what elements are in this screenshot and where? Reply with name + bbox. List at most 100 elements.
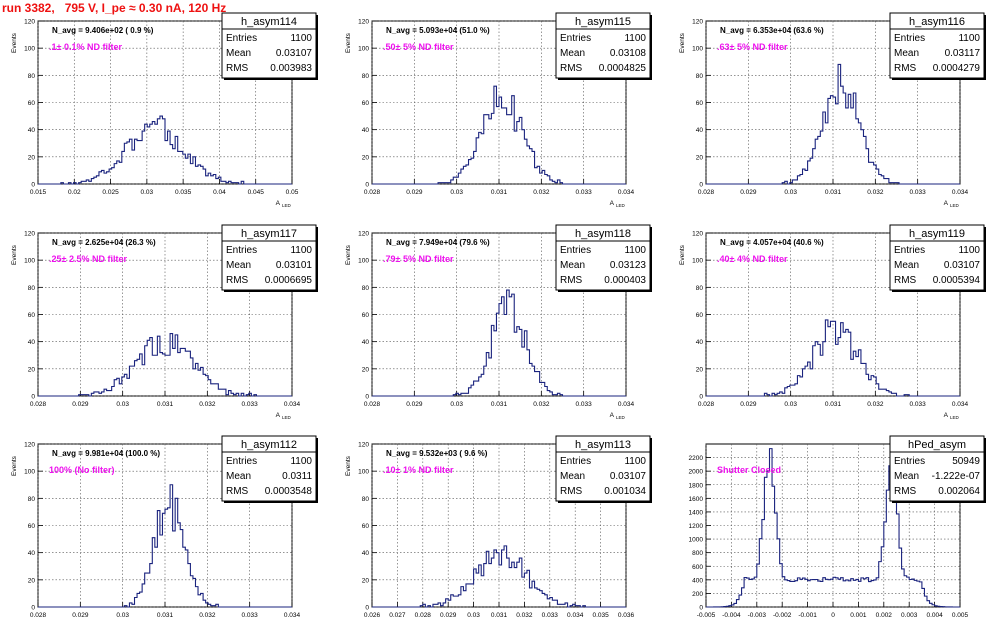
stats-value: 1100 xyxy=(290,456,312,467)
stats-box-name: hPed_asym xyxy=(908,439,966,451)
y-tick-label: 60 xyxy=(362,523,370,530)
x-axis-sublabel: LED xyxy=(282,415,292,420)
y-tick-label: 0 xyxy=(699,394,703,401)
y-tick-label: 60 xyxy=(362,100,370,107)
x-tick-label: 0.034 xyxy=(284,612,301,619)
stats-box-name: h_asym116 xyxy=(909,16,965,28)
x-axis-label: A xyxy=(610,200,615,207)
stats-label: RMS xyxy=(226,63,249,74)
x-axis-label: A xyxy=(276,412,281,419)
y-tick-label: 40 xyxy=(362,550,370,557)
x-tick-label: 0.03 xyxy=(450,401,463,408)
x-tick-label: 0.028 xyxy=(698,401,715,408)
histogram-series xyxy=(706,319,960,397)
stats-value: 0.0005394 xyxy=(933,275,981,286)
x-tick-label: 0.029 xyxy=(740,189,757,196)
y-tick-label: 120 xyxy=(358,19,369,26)
stats-label: RMS xyxy=(226,486,249,497)
x-tick-label: 0.029 xyxy=(72,401,89,408)
x-tick-label: 0.035 xyxy=(592,612,609,619)
stats-box: h_asym119 Entries 1100 Mean 0.03107 RMS 0.0005… xyxy=(889,224,986,292)
x-tick-label: 0.029 xyxy=(406,189,423,196)
y-tick-label: 600 xyxy=(692,564,703,571)
stats-box-frame xyxy=(221,435,317,502)
panel-h_asym112: 0.028 0.029 0.03 0.031 0.032 0.033 0.034 0 20 40 6… xyxy=(11,435,318,619)
y-tick-label: 80 xyxy=(28,496,36,503)
stats-label: Mean xyxy=(560,260,585,271)
panel-h_asym114: 0.015 0.02 0.025 0.03 0.035 0.04 0.045 0.05 0 20 4… xyxy=(11,12,318,208)
stats-value: 0.0003548 xyxy=(265,486,313,497)
stats-label: RMS xyxy=(894,275,917,286)
y-tick-label: 20 xyxy=(362,366,370,373)
stats-value: 0.0004825 xyxy=(599,63,647,74)
x-tick-label: 0.029 xyxy=(440,612,457,619)
x-tick-label: 0.034 xyxy=(284,401,301,408)
x-tick-label: -0.002 xyxy=(773,612,792,619)
panel-h_asym118: 0.028 0.029 0.03 0.031 0.032 0.033 0.034 0 20 40 6… xyxy=(345,224,652,420)
stats-box: h_asym116 Entries 1100 Mean 0.03117 RMS 0.0004… xyxy=(889,12,986,80)
y-tick-label: 0 xyxy=(699,182,703,189)
y-tick-label: 100 xyxy=(358,258,369,265)
stats-value: 50949 xyxy=(952,456,980,467)
y-tick-label: 80 xyxy=(362,285,370,292)
panel-title: N_avg = 9.406e+02 ( 0.9 %) xyxy=(52,26,154,35)
x-tick-label: 0.03 xyxy=(450,189,463,196)
stats-value: 0.03107 xyxy=(276,48,313,59)
panel-title: N_avg = 5.093e+04 (51.0 %) xyxy=(386,26,490,35)
stats-label: Entries xyxy=(226,456,257,467)
filter-annotation: Shutter Closed xyxy=(717,465,781,475)
stats-box: h_asym113 Entries 1100 Mean 0.03107 RMS 0.0010… xyxy=(555,435,652,503)
panel-h_asym115: 0.028 0.029 0.03 0.031 0.032 0.033 0.034 0 20 40 6… xyxy=(345,12,652,208)
x-tick-label: 0.029 xyxy=(406,401,423,408)
stats-box-name: h_asym114 xyxy=(241,16,297,28)
y-tick-label: 40 xyxy=(696,339,704,346)
histogram-series xyxy=(372,545,626,608)
stats-label: Mean xyxy=(226,471,251,482)
y-tick-label: 60 xyxy=(28,100,36,107)
panel-title: N_avg = 9.981e+04 (100.0 %) xyxy=(52,449,160,458)
stats-value: 0.03117 xyxy=(945,48,981,59)
x-tick-label: 0.002 xyxy=(876,612,893,619)
x-axis-sublabel: LED xyxy=(616,415,626,420)
stats-value: 1100 xyxy=(958,245,980,256)
histogram-series xyxy=(706,63,960,185)
stats-value: 0.0004279 xyxy=(933,63,981,74)
filter-annotation: .40± 4% ND filter xyxy=(717,254,788,264)
x-tick-label: 0.031 xyxy=(157,612,174,619)
stats-label: RMS xyxy=(894,63,917,74)
stats-label: Entries xyxy=(560,456,591,467)
stats-box: h_asym117 Entries 1100 Mean 0.03101 RMS 0.0006… xyxy=(221,224,318,292)
y-tick-label: 1800 xyxy=(689,482,704,489)
y-tick-label: 20 xyxy=(362,154,370,161)
x-tick-label: 0.015 xyxy=(30,189,47,196)
x-axis-sublabel: LED xyxy=(616,203,626,208)
stats-value: 1100 xyxy=(624,245,646,256)
stats-value: 1100 xyxy=(290,245,312,256)
x-tick-label: -0.003 xyxy=(748,612,767,619)
x-tick-label: 0.027 xyxy=(389,612,406,619)
x-axis-sublabel: LED xyxy=(950,203,960,208)
y-tick-label: 0 xyxy=(31,182,35,189)
stats-value: 0.001034 xyxy=(604,486,646,497)
y-tick-label: 1000 xyxy=(689,537,704,544)
stats-box-frame xyxy=(555,224,651,291)
x-tick-label: 0.04 xyxy=(213,189,226,196)
x-tick-label: 0.033 xyxy=(910,401,927,408)
y-tick-label: 60 xyxy=(696,312,704,319)
x-tick-label: 0.028 xyxy=(364,401,381,408)
x-axis-sublabel: LED xyxy=(282,203,292,208)
stats-value: 0.000403 xyxy=(604,275,646,286)
y-tick-label: 60 xyxy=(362,312,370,319)
histogram-series xyxy=(706,448,960,608)
x-tick-label: 0.05 xyxy=(286,189,299,196)
x-tick-label: 0.028 xyxy=(698,189,715,196)
filter-annotation: .10± 1% ND filter xyxy=(383,465,454,475)
y-tick-label: 60 xyxy=(28,523,36,530)
y-tick-label: 800 xyxy=(692,550,703,557)
stats-box-frame xyxy=(889,435,985,502)
stats-box-name: h_asym115 xyxy=(575,16,631,28)
stats-value: 0.003983 xyxy=(270,63,312,74)
stats-label: Entries xyxy=(894,456,925,467)
x-axis-label: A xyxy=(944,412,949,419)
histogram-series xyxy=(372,85,626,185)
